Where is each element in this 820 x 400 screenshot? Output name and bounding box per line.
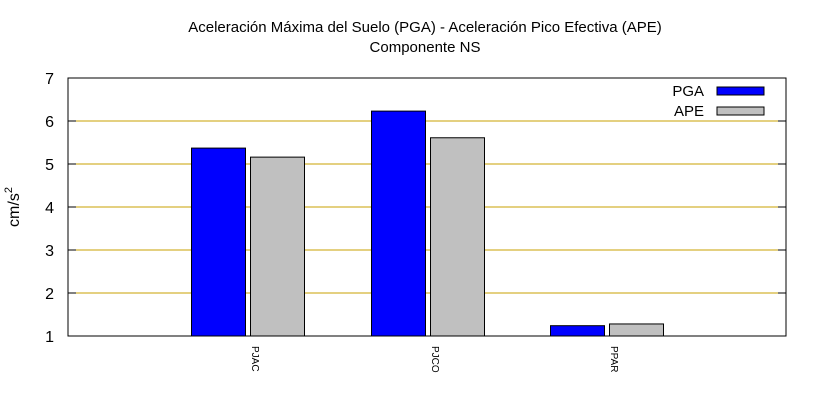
y-tick-label: 7: [45, 71, 54, 88]
bar-ape-pjco: [430, 137, 485, 337]
legend-label-ape: APE: [674, 103, 704, 120]
bars-layer: [191, 110, 664, 337]
y-tick-label: 1: [45, 329, 54, 346]
y-tick-label: 6: [45, 114, 54, 131]
bar-ape-ppar: [609, 323, 664, 337]
legend-swatch-pga: [716, 86, 765, 96]
x-tick-label: PPAR: [608, 346, 619, 373]
bar-ape-pjac: [250, 156, 305, 337]
chart-title: Aceleración Máxima del Suelo (PGA) - Ace…: [188, 19, 662, 36]
chart-subtitle: Componente NS: [370, 39, 481, 56]
y-axis-label-unit: cm/s: [6, 193, 23, 227]
x-tick-label: PJCO: [429, 346, 440, 373]
bar-pga-pjco: [371, 110, 426, 337]
y-tick-label: 4: [45, 200, 54, 217]
grid-layer: [68, 120, 786, 294]
y-axis-label-exponent: 2: [3, 187, 15, 193]
y-ticks: 1 2 3 4 5 6 7: [45, 71, 786, 346]
bar-pga-ppar: [550, 325, 605, 337]
x-tick-label: PJAC: [249, 346, 260, 372]
bar-pga-pjac: [191, 147, 246, 337]
legend-swatch-ape: [716, 106, 765, 116]
legend-label-pga: PGA: [672, 83, 704, 100]
y-tick-label: 5: [45, 157, 54, 174]
y-axis-label: cm/s2: [3, 187, 23, 227]
y-tick-label: 2: [45, 286, 54, 303]
y-tick-label: 3: [45, 243, 54, 260]
legend: PGA APE: [672, 83, 765, 120]
x-ticks: PJAC PJCO PPAR: [249, 346, 619, 373]
